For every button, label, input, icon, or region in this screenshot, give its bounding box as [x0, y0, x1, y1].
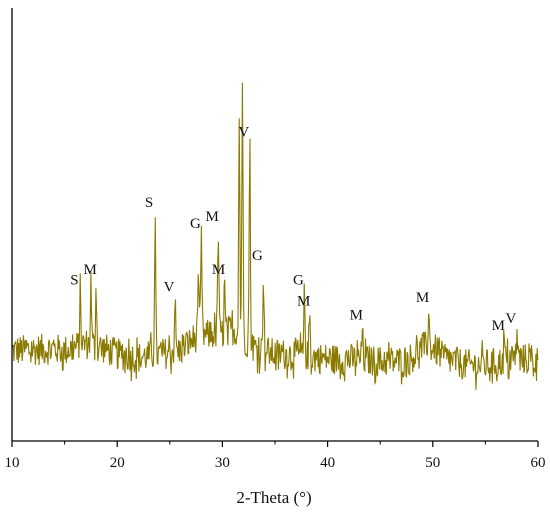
peak-label: M — [206, 209, 219, 225]
x-tick-label: 40 — [320, 455, 335, 471]
peak-label: S — [70, 272, 78, 288]
x-tick-label: 20 — [110, 455, 125, 471]
peak-label: S — [145, 195, 153, 211]
peak-label: M — [350, 308, 363, 324]
x-tick-label: 10 — [5, 455, 20, 471]
x-tick-label: 50 — [425, 455, 440, 471]
peak-label: V — [506, 311, 517, 327]
plot-area — [11, 82, 539, 390]
peak-label: M — [212, 262, 225, 278]
peak-label: G — [190, 216, 201, 232]
peak-label: V — [238, 125, 249, 141]
x-tick-label: 60 — [531, 455, 546, 471]
axes: 10 20 30 40 50 60 — [5, 8, 546, 471]
peak-label: M — [297, 294, 310, 310]
peak-label: M — [416, 290, 429, 306]
series-line — [11, 82, 539, 390]
x-axis-title: 2-Theta (°) — [236, 488, 311, 507]
peak-label: G — [293, 272, 304, 288]
peak-label: M — [492, 318, 505, 334]
x-tick-label: 30 — [215, 455, 230, 471]
peak-label: G — [252, 248, 263, 264]
peak-label: M — [83, 262, 96, 278]
peak-label: V — [164, 279, 175, 295]
